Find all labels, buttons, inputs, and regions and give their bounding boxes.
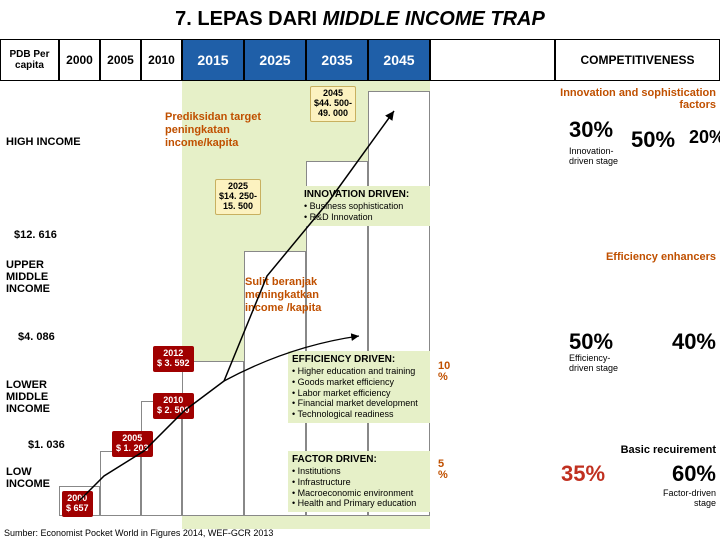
efficiency-40: 40% — [672, 329, 716, 355]
title-prefix: 7. LEPAS DARI — [175, 8, 322, 30]
factor-b4: • Health and Primary education — [292, 498, 426, 509]
efficiency-b1: • Higher education and training — [292, 366, 426, 377]
innovation-head: INNOVATION DRIVEN: — [304, 189, 426, 201]
title-emphasis: MIDDLE INCOME TRAP — [323, 8, 545, 30]
val-lower: $1. 036 — [28, 439, 65, 451]
gdp-2005: 2005 $ 1. 203 — [112, 431, 153, 457]
header-2000: 2000 — [59, 39, 100, 81]
efficiency-b5: • Technological readiness — [292, 409, 426, 420]
competitiveness-header: COMPETITIVENESS — [555, 39, 720, 81]
innovation-20: 20% — [689, 127, 720, 148]
factor-b3: • Macroeconomic environment — [292, 488, 426, 499]
efficiency-sub: Efficiency- driven stage — [569, 354, 618, 374]
efficiency-b4: • Financial market development — [292, 398, 426, 409]
factor-sub: Factor-driven stage — [663, 489, 716, 509]
basic-requirement-head: Basic recuirement — [556, 444, 716, 456]
innovation-factors-head: Innovation and sophistication factors — [556, 87, 716, 111]
header-pdb: PDB Per capita — [0, 39, 59, 81]
innovation-b1: • Business sophistication — [304, 201, 426, 212]
label-upper-middle: UPPER MIDDLE INCOME — [6, 259, 61, 295]
innovation-b2: • R&D Innovation — [304, 212, 426, 223]
innovation-50: 50% — [631, 127, 675, 153]
efficiency-enhancers-head: Efficiency enhancers — [556, 251, 716, 263]
header-2035: 2035 — [306, 39, 368, 81]
efficiency-b2: • Goods market efficiency — [292, 377, 426, 388]
efficiency-head: EFFICIENCY DRIVEN: — [292, 354, 426, 366]
header-2015: 2015 — [182, 39, 244, 81]
gdp-2012: 2012 $ 3. 592 — [153, 346, 194, 372]
header-2045: 2045 — [368, 39, 430, 81]
label-high-income: HIGH INCOME — [6, 136, 81, 148]
sulit-text: Sulit beranjak meningkatkan income /kapi… — [245, 276, 345, 316]
innovation-30: 30% — [569, 117, 613, 143]
factor-b2: • Infrastructure — [292, 477, 426, 488]
basic-60: 60% — [672, 461, 716, 487]
page-title: 7. LEPAS DARI MIDDLE INCOME TRAP — [0, 0, 720, 39]
header-row: PDB Per capita 2000 2005 2010 2015 2025 … — [0, 39, 555, 81]
basic-35: 35% — [561, 461, 605, 487]
header-competitiveness — [430, 39, 555, 81]
label-low-income: LOW INCOME — [6, 466, 61, 490]
stair-2015 — [182, 361, 244, 516]
val-high: $12. 616 — [14, 229, 57, 241]
factor-head: FACTOR DRIVEN: — [292, 454, 426, 466]
header-2005: 2005 — [100, 39, 141, 81]
source-citation: Sumber: Economist Pocket World in Figure… — [4, 528, 273, 538]
efficiency-driven-box: EFFICIENCY DRIVEN: • Higher education an… — [288, 351, 430, 423]
efficiency-50: 50% — [569, 329, 613, 355]
prediction-text: Prediksidan target peningkatan income/ka… — [165, 111, 285, 151]
five-percent: 5 % — [438, 459, 448, 481]
chart-area: HIGH INCOME $12. 616 UPPER MIDDLE INCOME… — [0, 81, 555, 529]
right-panel: COMPETITIVENESS Innovation and sophistic… — [555, 39, 720, 529]
gdp-2000: 2000 $ 657 — [62, 491, 93, 517]
stair-2005 — [100, 451, 141, 516]
efficiency-b3: • Labor market efficiency — [292, 388, 426, 399]
factor-driven-box: FACTOR DRIVEN: • Institutions • Infrastr… — [288, 451, 430, 512]
main-layout: PDB Per capita 2000 2005 2010 2015 2025 … — [0, 39, 720, 529]
gdp-2010: 2010 $ 2. 500 — [153, 393, 194, 419]
ten-percent: 10 % — [438, 361, 450, 383]
val-upper: $4. 086 — [18, 331, 55, 343]
header-2025: 2025 — [244, 39, 306, 81]
header-2010: 2010 — [141, 39, 182, 81]
label-lower-middle: LOWER MIDDLE INCOME — [6, 379, 61, 415]
innovation-driven-box: INNOVATION DRIVEN: • Business sophistica… — [300, 186, 430, 226]
innovation-sub: Innovation- driven stage — [569, 147, 618, 167]
factor-b1: • Institutions — [292, 466, 426, 477]
left-panel: PDB Per capita 2000 2005 2010 2015 2025 … — [0, 39, 555, 529]
val-2025: 2025 $14. 250- 15. 500 — [215, 179, 261, 215]
val-2045: 2045 $44. 500- 49. 000 — [310, 86, 356, 122]
